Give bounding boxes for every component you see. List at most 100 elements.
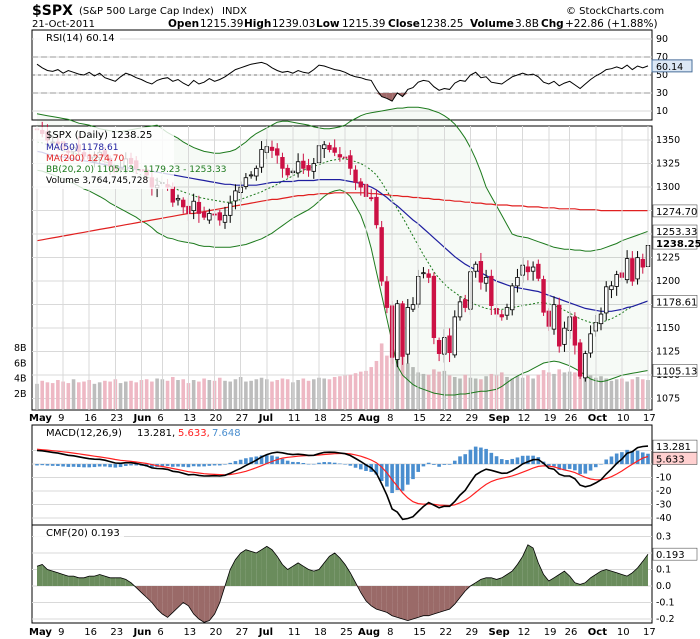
x-axis-label-top: Aug xyxy=(358,413,380,424)
x-axis-label-bottom: 22 xyxy=(439,627,452,638)
x-axis-label-bottom: 6 xyxy=(157,627,163,638)
macd-histogram-bar xyxy=(510,458,515,465)
volume-bar xyxy=(604,378,609,409)
bb-lower-value-label: 1105.13 xyxy=(656,366,697,377)
chart-symbol-name: (S&P 500 Large Cap Index) xyxy=(79,6,214,17)
volume-bar xyxy=(369,367,374,409)
macd-histogram-bar xyxy=(630,451,635,465)
volume-bar xyxy=(40,380,45,409)
macd-histogram-bar xyxy=(280,458,285,465)
volume-bar xyxy=(202,378,206,409)
open-label: Open xyxy=(168,18,199,30)
cmf-area-segment xyxy=(402,586,408,621)
macd-signal-value-label: 5.633 xyxy=(656,454,685,465)
macd-histogram-bar xyxy=(499,459,504,465)
candle-body xyxy=(337,154,343,158)
cmf-area-segment xyxy=(63,574,69,586)
cmf-area-segment xyxy=(376,586,382,611)
macd-histogram-bar xyxy=(562,464,567,471)
cmf-area-segment xyxy=(37,564,43,586)
candle-body xyxy=(369,197,374,200)
macd-histogram-bar xyxy=(489,452,494,465)
volume-bar xyxy=(71,379,76,409)
x-axis-bottom: May 9 16 23 Jun 6 13 20 27 Jul 11 18 25 Aug 8 15 22 29 Sep… xyxy=(29,627,656,638)
cmf-area-segment xyxy=(407,586,413,621)
cmf-area-segment xyxy=(460,586,466,598)
candle-body xyxy=(483,277,489,284)
candle-body xyxy=(254,167,259,177)
candle-body xyxy=(222,214,228,223)
volume-bar xyxy=(76,382,81,409)
macd-histogram-bar xyxy=(374,464,379,475)
candle-body xyxy=(400,303,405,357)
macd-histogram-bar xyxy=(202,464,206,467)
x-axis-label-top: 18 xyxy=(314,413,327,424)
candle-body xyxy=(332,147,337,153)
x-axis-label-top: Sep xyxy=(489,413,510,424)
candle-body xyxy=(322,144,327,149)
volume-bar xyxy=(228,381,233,409)
macd-histogram-bar xyxy=(364,464,368,471)
volume-bar xyxy=(338,376,342,409)
x-axis-label-bottom: 16 xyxy=(84,627,97,638)
macd-histogram-bar xyxy=(520,455,525,465)
x-axis-label-top: 20 xyxy=(210,413,223,424)
candle-body xyxy=(614,274,619,287)
macd-histogram-bar xyxy=(97,464,102,467)
volume-bar xyxy=(207,380,212,409)
cmf-area-segment xyxy=(486,577,492,586)
x-axis-label-bottom: May xyxy=(29,627,52,638)
candle-body xyxy=(243,177,249,187)
candle-body xyxy=(536,263,541,279)
volume-bar xyxy=(285,379,290,409)
close-value-label: 1238.25 xyxy=(656,239,700,250)
macd-histogram-bar xyxy=(113,464,118,468)
candle-body xyxy=(525,266,531,273)
macd-histogram-bar xyxy=(609,456,614,465)
macd-histogram-bar xyxy=(186,464,191,468)
macd-line xyxy=(36,445,649,521)
x-axis-label-top: 23 xyxy=(110,413,123,424)
cmf-area-segment xyxy=(298,562,304,586)
cmf-area-segment xyxy=(319,562,325,586)
candle-body xyxy=(572,316,578,346)
volume-bar xyxy=(588,375,593,409)
volume-bar xyxy=(625,381,629,409)
candle-body xyxy=(436,340,442,354)
cmf-area-segment xyxy=(292,562,299,586)
volume-bar xyxy=(499,372,504,409)
volume-tick-label: 8B xyxy=(14,343,27,354)
macd-tick-label: -10 xyxy=(656,473,672,484)
macd-histogram-bar xyxy=(479,447,483,465)
cmf-area-segment xyxy=(303,566,309,586)
x-axis-label-top: 29 xyxy=(465,413,478,424)
candle-body xyxy=(515,277,520,287)
candle-body xyxy=(374,196,379,226)
candle-body xyxy=(191,200,196,212)
cmf-area-segment xyxy=(141,586,147,598)
volume-bar xyxy=(526,375,530,409)
ma200-value-label-box xyxy=(652,204,698,218)
candle-body xyxy=(217,212,222,221)
candle-body xyxy=(201,211,207,218)
volume-bar xyxy=(479,379,483,409)
cmf-area-segment xyxy=(621,574,628,586)
macd-histogram-bar xyxy=(358,464,363,470)
macd-histogram-bar xyxy=(160,464,165,467)
candle-body xyxy=(405,307,410,355)
open-value: 1215.39 xyxy=(200,18,243,30)
cmf-area-segment xyxy=(84,576,90,586)
bb-lower-line xyxy=(36,169,649,396)
price-tick-label: 1350 xyxy=(656,135,680,146)
volume-bar xyxy=(296,380,300,409)
macd-histogram-bar xyxy=(432,464,436,465)
macd-histogram-bar xyxy=(56,464,60,466)
close-value-label-box xyxy=(652,236,698,250)
cmf-area-segment xyxy=(198,586,205,623)
macd-histogram-bar xyxy=(233,461,238,465)
cmf-area-segment xyxy=(89,576,95,586)
macd-histogram-bar xyxy=(411,464,415,480)
volume-bar xyxy=(123,381,128,409)
x-axis-label-top: 6 xyxy=(157,413,163,424)
volume-bar xyxy=(432,369,436,409)
